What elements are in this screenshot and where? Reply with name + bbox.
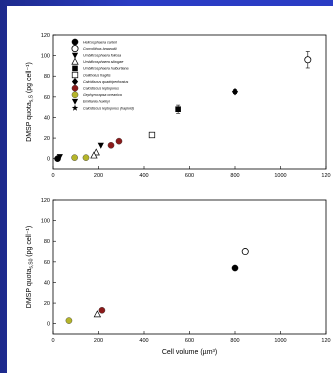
y-tick-label: 100 [41, 219, 50, 225]
y-tick-label: 120 [41, 198, 50, 204]
y-tick-label: 40 [44, 115, 50, 121]
data-point [304, 56, 312, 64]
chart-panel-2: 0 20 40 60 80 100 120 0 200 400 600 800 1000 120 DMSP … [26, 198, 331, 356]
legend-entry: Umbilicosphaera hulburtiana [72, 65, 129, 72]
x-tick-label: 0 [51, 338, 54, 344]
legend-entry: Umbilicosphaera foliosa [71, 52, 121, 59]
y-tick-label: 100 [41, 54, 50, 60]
data-point [65, 317, 73, 324]
x-tick-label: 400 [139, 338, 148, 344]
legend-label: Emiliania huxleyi [83, 100, 110, 104]
legend-label: Calcidiscus quadriperforatus [83, 80, 129, 84]
y-tick-label: 40 [44, 280, 50, 286]
chart-panel-1: 0 20 40 60 80 100 120 0 200 400 600 800 1000 120 DMSP … [26, 33, 331, 179]
data-point [93, 310, 102, 318]
x-tick-label: 1000 [274, 173, 286, 179]
legend-entry: Coccolithus braarudii [71, 45, 117, 53]
plot-frame [52, 199, 327, 335]
legend-label: Calcidiscus leptoporus (haploid) [83, 106, 134, 110]
data-point [241, 248, 249, 256]
legend-label: Umbilicosphaera hulburtiana [83, 67, 129, 71]
legend-label: Helicosphaera carteri [83, 40, 117, 44]
legend-label: Gephyrocapsa oceanica [83, 93, 122, 97]
x-tick-label: 120 [321, 173, 330, 179]
legend-marker [71, 52, 79, 59]
data-point [148, 131, 156, 139]
x-tick-label: 0 [51, 173, 54, 179]
data-point [175, 106, 181, 113]
data-point [82, 154, 90, 161]
data-point [115, 137, 123, 145]
data-point [71, 154, 78, 161]
y-tick-label: 20 [44, 301, 50, 307]
y-tick-label: 0 [47, 157, 50, 163]
y-tick-label: 80 [44, 74, 50, 80]
legend-label: Umbilicosphaera sibogae [83, 60, 123, 64]
legend-marker [71, 38, 79, 46]
legend-entry: Calcidiscus quadriperforatus [71, 77, 129, 86]
y-tick-label: 120 [41, 33, 50, 39]
legend-entry: Helicosphaera carteri [71, 38, 117, 46]
legend-marker [71, 77, 79, 86]
legend-marker [71, 98, 79, 105]
y-tick-label: 0 [47, 322, 50, 328]
legend-marker [71, 91, 79, 99]
y-tick-label: 80 [44, 239, 50, 245]
legend-marker [71, 84, 79, 92]
legend-label: Oolithotus fragilis [83, 73, 111, 77]
y-tick-label: 60 [44, 95, 50, 101]
x-tick-label: 800 [230, 338, 239, 344]
legend-entry: Emiliania huxleyi [71, 98, 110, 105]
x-axis-label: Cell volume (µm³) [162, 349, 217, 356]
legend-label: Coccolithus braarudii [83, 47, 117, 51]
x-tick-label: 600 [185, 173, 194, 179]
legend-marker [71, 45, 79, 53]
x-tick-label: 120 [321, 338, 330, 344]
legend-entry: Calcidiscus leptoporus [71, 84, 119, 92]
legend-label: Calcidiscus leptoporus [83, 87, 119, 91]
x-tick-label: 600 [185, 338, 194, 344]
legend-entry: Oolithotus fragilis [71, 71, 111, 79]
x-tick-label: 400 [139, 173, 148, 179]
x-tick-label: 200 [94, 338, 103, 344]
x-tick-label: 200 [94, 173, 103, 179]
legend-entry: Calcidiscus leptoporus (haploid) [71, 104, 134, 111]
legend-marker [71, 104, 79, 111]
data-point [231, 87, 239, 96]
x-tick-label: 800 [230, 173, 239, 179]
figure-canvas: 0 20 40 60 80 100 120 0 200 400 600 800 1000 120 DMSP … [7, 6, 333, 373]
legend-marker [72, 65, 78, 72]
y-tick-label: 60 [44, 260, 50, 266]
data-point [54, 155, 61, 162]
data-point [97, 142, 104, 149]
x-tick-label: 1000 [274, 338, 286, 344]
legend-marker [71, 71, 79, 79]
data-point [98, 306, 106, 314]
legend-label: Umbilicosphaera foliosa [83, 54, 121, 58]
data-point [107, 141, 115, 149]
legend-entry: Umbilicosphaera sibogae [71, 57, 123, 65]
legend-entry: Gephyrocapsa oceanica [71, 91, 122, 99]
y-axis-label: DMSP quotas,S0 (pg cell⁻¹) [26, 226, 35, 308]
data-point [90, 151, 98, 159]
y-tick-label: 20 [44, 136, 50, 142]
legend-marker [71, 57, 79, 65]
y-axis-label: DMSP quotas,S (pg cell⁻¹) [26, 62, 35, 142]
data-point [231, 264, 239, 272]
